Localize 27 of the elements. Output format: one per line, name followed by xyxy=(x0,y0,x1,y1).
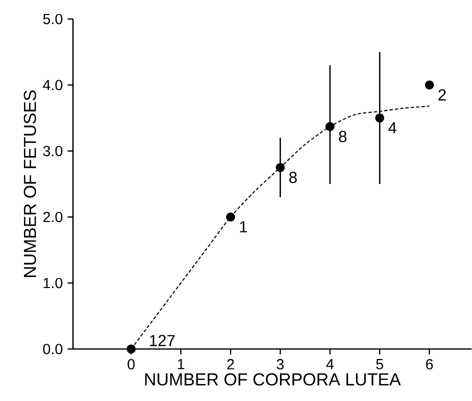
annotation: 8 xyxy=(338,130,346,142)
y-tick-label: 1.0 xyxy=(44,278,62,288)
point xyxy=(226,212,236,222)
x-tick-label: 5 xyxy=(376,359,384,370)
y-tick-label: 2.0 xyxy=(43,212,62,222)
annotation: 8 xyxy=(289,172,297,184)
annotation: 127 xyxy=(150,334,175,346)
y-tick-label: 3.0 xyxy=(43,146,62,156)
y-tick-label: 5.0 xyxy=(43,14,62,24)
x-tick-label: 0 xyxy=(128,359,135,370)
x-tick-label: 6 xyxy=(426,359,433,370)
x-tick-label: 3 xyxy=(276,359,284,370)
x-axis-title: NUMBER OF CORPORA LUTEA xyxy=(145,373,401,386)
point xyxy=(126,344,136,354)
annotation: 1 xyxy=(240,221,247,232)
annotation: 2 xyxy=(438,89,446,100)
x-tick-label: 2 xyxy=(227,359,234,370)
y-tick-label: 0.0 xyxy=(43,344,62,354)
point xyxy=(375,113,384,123)
point xyxy=(424,80,434,90)
point xyxy=(325,122,335,132)
y-axis-title: NUMBER OF FETUSES xyxy=(24,90,36,277)
x-tick-label: 1 xyxy=(178,359,184,370)
y-tick-label: 4.0 xyxy=(42,80,62,90)
annotation: 4 xyxy=(388,122,396,134)
x-tick-label: 4 xyxy=(326,359,334,370)
point xyxy=(276,162,285,172)
